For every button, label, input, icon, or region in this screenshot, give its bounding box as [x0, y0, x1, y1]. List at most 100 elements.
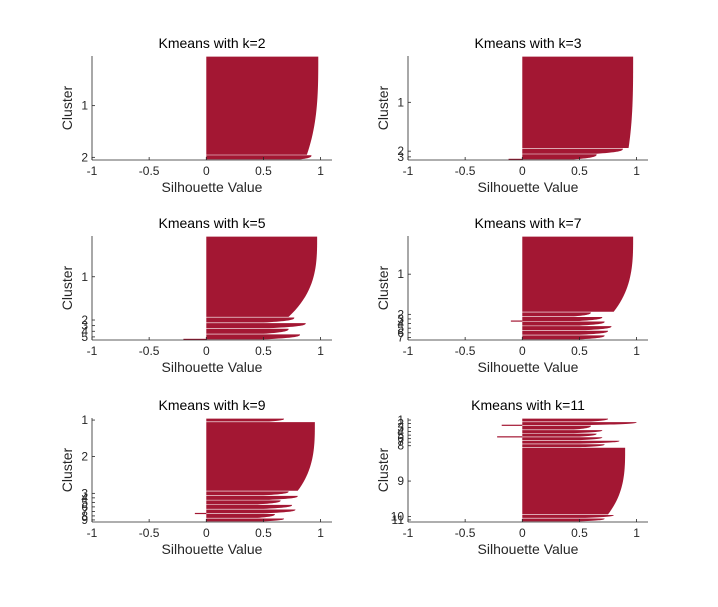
cluster-bar-1	[206, 56, 319, 155]
cluster-bar-2	[206, 422, 315, 491]
x-tick-label: 1	[317, 344, 324, 358]
x-tick-label: 0	[519, 164, 526, 178]
x-tick-label: -1	[87, 344, 98, 358]
cluster-bar-4	[206, 495, 298, 500]
x-tick-label: 0.5	[571, 164, 588, 178]
x-tick-label: -0.5	[139, 526, 160, 540]
y-tick-label: 1	[397, 413, 404, 427]
cluster-bar-5	[206, 334, 300, 340]
y-tick-label: 5	[397, 428, 404, 442]
x-tick-label: 1	[633, 526, 640, 540]
y-tick-label: 8	[81, 509, 88, 523]
x-axis-label: Silhouette Value	[162, 359, 263, 375]
negative-bar-3	[508, 158, 523, 160]
cluster-bar-2	[522, 148, 623, 154]
cluster-bar-3	[522, 425, 591, 430]
y-tick-label: 2	[81, 313, 88, 327]
y-tick-label: 1	[397, 267, 404, 281]
cluster-bar-10	[522, 514, 614, 518]
y-tick-label: 5	[81, 495, 88, 509]
negative-bar-3	[510, 320, 523, 322]
y-tick-label: 8	[397, 439, 404, 453]
bars	[183, 236, 318, 340]
y-tick-label: 1	[81, 270, 88, 284]
subplot-2: -1 -0.5 0 0.5 1 1 23 Kmeans with k=3 Silhouette …	[375, 35, 648, 195]
bars	[497, 418, 637, 522]
x-tick-label: 0	[519, 344, 526, 358]
cluster-bar-1	[206, 236, 318, 317]
x-tick-label: 1	[317, 526, 324, 540]
cluster-bar-7	[206, 509, 296, 514]
cluster-bar-7	[522, 440, 620, 444]
x-axis-label: Silhouette Value	[478, 179, 579, 195]
negative-bar-5	[183, 338, 207, 340]
y-tick-label: 4	[397, 425, 404, 439]
y-tick-label: 11	[392, 513, 405, 527]
cluster-bar-2	[522, 422, 637, 426]
cluster-bar-4	[206, 328, 289, 334]
negative-bar-5	[497, 436, 523, 438]
x-tick-label: -1	[403, 526, 414, 540]
y-tick-label: 4	[81, 491, 88, 505]
y-tick-label: 2	[397, 144, 404, 158]
cluster-bar-8	[206, 513, 275, 518]
x-tick-label: -1	[403, 344, 414, 358]
y-tick-label: 9	[81, 513, 88, 527]
y-tick-label: 2	[397, 417, 404, 431]
bars	[194, 418, 315, 522]
x-tick-label: -0.5	[139, 344, 160, 358]
x-tick-label: 0.5	[255, 164, 272, 178]
y-tick-label: 4	[397, 317, 404, 331]
subplot-title: Kmeans with k=11	[471, 397, 585, 413]
y-tick-label: 3	[397, 312, 404, 326]
bars	[508, 56, 634, 160]
x-tick-label: -0.5	[455, 344, 476, 358]
cluster-bar-3	[522, 154, 597, 160]
x-axis-label: Silhouette Value	[478, 541, 579, 557]
subplot-title: Kmeans with k=5	[159, 215, 266, 231]
y-tick-label: 6	[81, 500, 88, 514]
cluster-bar-3	[206, 491, 289, 496]
x-tick-label: -1	[87, 164, 98, 178]
cluster-bar-2	[522, 312, 591, 317]
bars	[206, 56, 319, 160]
x-tick-label: 0	[519, 526, 526, 540]
cluster-bar-1	[206, 418, 284, 422]
subplot-title: Kmeans with k=3	[475, 35, 582, 51]
cluster-bar-5	[206, 500, 281, 505]
x-tick-label: -0.5	[139, 164, 160, 178]
x-tick-label: 0.5	[255, 526, 272, 540]
cluster-bar-5	[522, 326, 612, 331]
y-tick-label: 4	[81, 324, 88, 338]
cluster-bar-11	[522, 518, 605, 522]
cluster-bar-9	[522, 447, 626, 515]
x-tick-label: 0.5	[571, 344, 588, 358]
y-tick-label: 1	[81, 99, 88, 113]
y-tick-label: 2	[81, 449, 88, 463]
subplot-title: Kmeans with k=9	[159, 397, 266, 413]
x-tick-label: -1	[87, 526, 98, 540]
x-tick-label: 0	[203, 526, 210, 540]
y-axis-label: Cluster	[375, 85, 391, 130]
negative-bar-2	[501, 424, 523, 426]
cluster-bar-3	[522, 316, 603, 321]
y-tick-label: 1	[397, 95, 404, 109]
x-tick-label: 1	[633, 344, 640, 358]
negative-bar-7	[194, 512, 207, 515]
x-tick-label: -1	[403, 164, 414, 178]
x-tick-label: 0	[203, 164, 210, 178]
y-axis-label: Cluster	[375, 265, 391, 310]
y-axis-label: Cluster	[375, 447, 391, 492]
y-axis-label: Cluster	[59, 265, 75, 310]
cluster-bar-1	[522, 56, 634, 149]
cluster-bar-5	[522, 433, 597, 437]
cluster-bar-1	[522, 418, 608, 422]
x-axis-label: Silhouette Value	[162, 179, 263, 195]
y-tick-label: 2	[397, 307, 404, 321]
x-tick-label: -0.5	[455, 164, 476, 178]
y-tick-label: 9	[397, 474, 404, 488]
